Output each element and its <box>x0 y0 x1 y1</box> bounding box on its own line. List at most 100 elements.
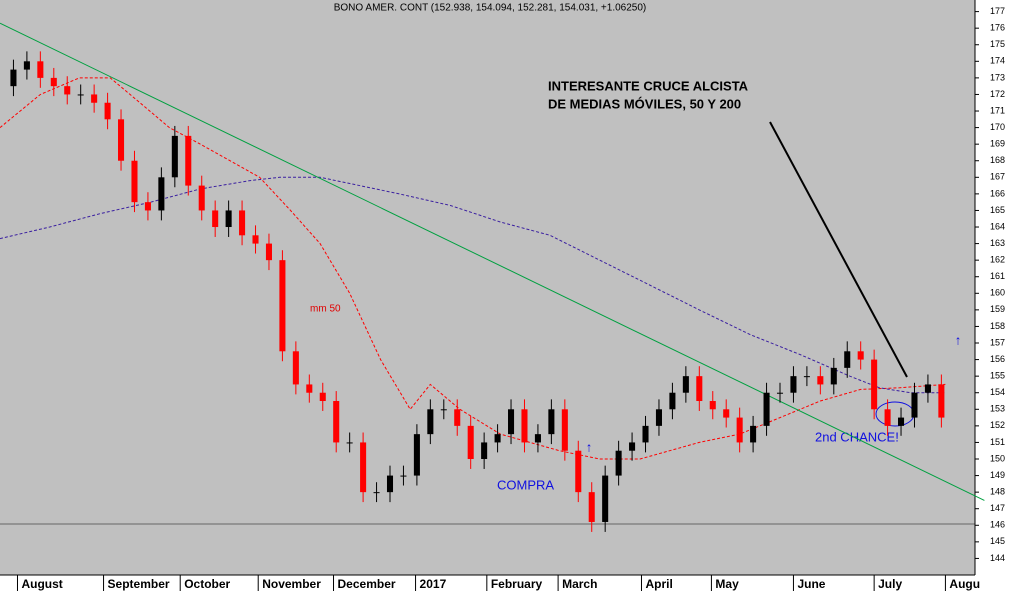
y-tick-label: 148 <box>990 487 1005 497</box>
candle-body <box>306 384 313 393</box>
x-tick-label: July <box>878 577 902 591</box>
y-tick-label: 169 <box>990 139 1005 149</box>
y-tick-label: 164 <box>990 221 1005 231</box>
candle-body <box>750 425 757 443</box>
candle-body <box>37 61 44 78</box>
candle-body <box>629 442 636 451</box>
candle-body <box>454 409 461 426</box>
candle-body <box>534 434 541 443</box>
candle-body <box>104 102 111 120</box>
candle-body <box>857 351 864 360</box>
candle-body <box>239 210 246 236</box>
candle-body <box>467 425 474 460</box>
candle-body <box>642 425 649 443</box>
x-tick-label: November <box>262 577 321 591</box>
candle-body <box>413 434 420 476</box>
y-tick-label: 144 <box>990 553 1005 563</box>
candle-body <box>212 210 219 228</box>
candle-body <box>91 94 98 103</box>
candle-body <box>736 417 743 443</box>
x-tick-label: April <box>645 577 672 591</box>
candle-body <box>198 185 205 211</box>
candle-body <box>319 392 326 402</box>
x-tick-label: May <box>715 577 739 591</box>
annotation: 2nd CHANCE! <box>815 429 899 444</box>
candle-body <box>373 492 380 494</box>
candle-body <box>669 392 676 410</box>
y-tick-label: 162 <box>990 255 1005 265</box>
candle-body <box>871 359 878 410</box>
candle-body <box>131 160 138 203</box>
pointer-line <box>769 121 908 378</box>
y-tick-label: 152 <box>990 420 1005 430</box>
candle-body <box>50 77 57 87</box>
x-tick-label: September <box>108 577 170 591</box>
y-tick-label: 167 <box>990 172 1005 182</box>
candle-body <box>575 450 582 493</box>
candle-body <box>508 409 515 435</box>
y-tick-label: 177 <box>990 6 1005 16</box>
candle-body <box>723 409 730 418</box>
y-tick-label: 163 <box>990 238 1005 248</box>
candle-body <box>346 442 353 444</box>
candle-body <box>494 434 501 443</box>
y-tick-label: 170 <box>990 122 1005 132</box>
y-tick-label: 146 <box>990 520 1005 530</box>
y-tick-label: 158 <box>990 321 1005 331</box>
y-tick-label: 153 <box>990 404 1005 414</box>
x-tick-label: Augu <box>949 577 980 591</box>
candle-body <box>790 376 797 393</box>
candle-body <box>158 177 165 211</box>
y-tick-label: 151 <box>990 437 1005 447</box>
candle-body <box>521 409 528 443</box>
y-tick-label: 173 <box>990 72 1005 82</box>
y-tick-label: 160 <box>990 288 1005 298</box>
x-tick-label: December <box>338 577 396 591</box>
x-tick-label: June <box>797 577 825 591</box>
candle-body <box>118 119 125 161</box>
candle-body <box>64 86 71 95</box>
candle-body <box>844 351 851 368</box>
plot-area <box>0 0 975 575</box>
y-tick-label: 154 <box>990 387 1005 397</box>
arrow: ↑ <box>586 439 593 454</box>
candle-body <box>225 210 232 228</box>
x-tick-label: February <box>491 577 543 591</box>
candle-body <box>884 409 891 426</box>
y-tick-label: 176 <box>990 23 1005 33</box>
y-tick-label: 157 <box>990 337 1005 347</box>
candle-body <box>924 384 931 393</box>
candle-body <box>171 135 178 178</box>
chart-title: BONO AMER. CONT (152.938, 154.094, 152.2… <box>334 3 647 14</box>
candle-body <box>548 409 555 435</box>
candle-body <box>830 367 837 385</box>
candle-body <box>615 450 622 476</box>
candle-body <box>898 417 905 426</box>
arrow: ↑ <box>955 332 962 347</box>
y-tick-label: 174 <box>990 56 1005 66</box>
candle-body <box>386 475 394 493</box>
y-tick-label: 155 <box>990 371 1005 381</box>
annotation: COMPRA <box>497 477 554 492</box>
y-tick-label: 159 <box>990 304 1005 314</box>
annotation: DE MEDIAS MÓVILES, 50 Y 200 <box>548 96 741 111</box>
y-tick-label: 168 <box>990 155 1005 165</box>
candle-body <box>682 376 689 393</box>
candle-body <box>481 442 488 460</box>
candle-body <box>776 392 784 394</box>
y-tick-label: 150 <box>990 453 1005 463</box>
line-series <box>0 22 985 501</box>
candle-body <box>360 442 367 493</box>
x-tick-label: March <box>562 577 597 591</box>
candle-body <box>333 401 340 443</box>
candle-body <box>696 376 703 402</box>
y-tick-label: 145 <box>990 536 1005 546</box>
x-tick-label: October <box>184 577 230 591</box>
candle-body <box>763 392 770 426</box>
y-tick-label: 171 <box>990 105 1005 115</box>
y-tick-label: 166 <box>990 188 1005 198</box>
candle-body <box>265 243 272 261</box>
candle-body <box>185 135 192 186</box>
candle-body <box>938 384 945 418</box>
